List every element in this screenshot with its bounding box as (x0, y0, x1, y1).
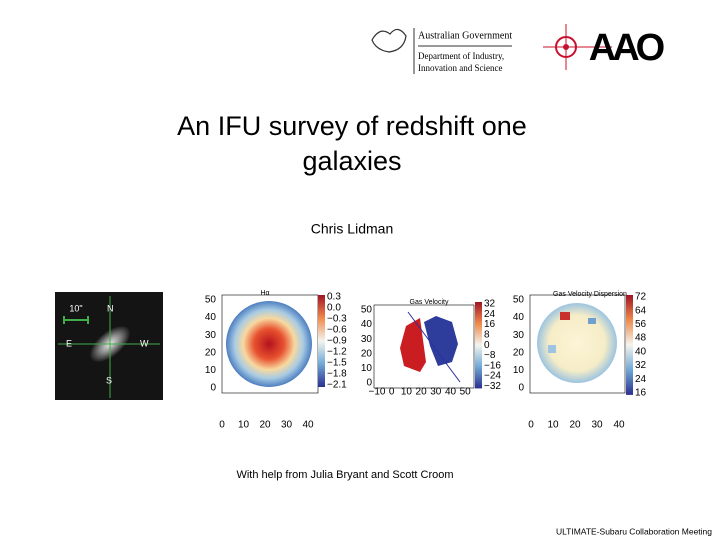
colorbar-label: −8 (484, 350, 496, 361)
gov-line: Australian Government (418, 30, 512, 41)
y-tick-label: 0 (210, 383, 216, 394)
colorbar-label: −24 (484, 371, 501, 382)
colorbar-label: 0.3 (327, 292, 341, 303)
panel-title: Hα (260, 290, 269, 297)
colorbar-label: −0.9 (327, 336, 347, 347)
gov-logo: Australian Government Department of Indu… (371, 28, 512, 74)
compass-label: S (106, 375, 112, 385)
y-tick-label: 30 (513, 330, 525, 341)
colorbar-label: −1.5 (327, 358, 347, 369)
colorbar-label: 32 (635, 360, 647, 371)
colorbar-label: −1.2 (327, 347, 347, 358)
y-tick-label: 50 (513, 295, 525, 306)
colorbar-label: 24 (484, 309, 496, 320)
x-tick-label: −10 (369, 387, 386, 398)
x-tick-label: 0 (219, 420, 225, 431)
x-tick-label: 50 (460, 387, 472, 398)
compass-label: E (66, 338, 72, 348)
x-tick-label: 20 (569, 420, 581, 431)
colorbar-label: −32 (484, 381, 501, 392)
colorbar-label: −2.1 (327, 380, 347, 391)
colorbar-label: 16 (635, 388, 647, 399)
colorbar-label: −16 (484, 360, 501, 371)
colorbar (318, 295, 325, 387)
colorbar-label: −0.3 (327, 314, 347, 325)
x-tick-label: 20 (416, 387, 428, 398)
colorbar-label: 0 (484, 340, 490, 351)
colorbar (626, 295, 633, 395)
gov-line: Innovation and Science (418, 63, 502, 73)
x-tick-label: 40 (613, 420, 625, 431)
y-tick-label: 20 (513, 347, 525, 358)
dispersion-map (529, 294, 626, 394)
x-tick-label: 0 (389, 387, 395, 398)
y-tick-label: 10 (361, 363, 373, 374)
x-tick-label: 0 (528, 420, 534, 431)
compass-label: N (107, 303, 114, 313)
credit: With help from Julia Bryant and Scott Cr… (236, 469, 453, 481)
x-tick-label: 10 (547, 420, 559, 431)
x-tick-label: 30 (591, 420, 603, 431)
scale-label: 10" (69, 303, 82, 313)
y-tick-label: 0 (518, 383, 524, 394)
x-tick-label: 10 (401, 387, 413, 398)
colorbar-label: 8 (484, 330, 490, 341)
x-tick-label: 30 (281, 420, 293, 431)
x-tick-label: 10 (238, 420, 250, 431)
compass-label: W (140, 338, 149, 348)
colorbar-label: 16 (484, 319, 496, 330)
title: An IFU survey of redshift one (177, 111, 527, 141)
colorbar-label: 64 (635, 305, 647, 316)
colorbar-label: 56 (635, 319, 647, 330)
panel-title: Gas Velocity (410, 299, 449, 306)
x-tick-label: 30 (430, 387, 442, 398)
colorbar-label: 72 (635, 292, 647, 303)
velocity-map (373, 304, 475, 389)
x-tick-label: 20 (259, 420, 271, 431)
gov-line: Department of Industry, (418, 51, 504, 61)
colorbar-label: 40 (635, 346, 647, 357)
panel-title: Gas Velocity Dispersion (553, 291, 627, 298)
y-tick-label: 20 (361, 348, 373, 359)
colorbar (475, 302, 482, 389)
footer: ULTIMATE-Subaru Collaboration Meeting (556, 526, 712, 536)
author: Chris Lidman (311, 221, 393, 237)
x-tick-label: 40 (302, 420, 314, 431)
halpha-map (221, 294, 319, 394)
title: galaxies (302, 146, 401, 176)
y-tick-label: 40 (513, 312, 525, 323)
y-tick-label: 30 (361, 334, 373, 345)
aao-logo: AAO (543, 24, 668, 70)
y-tick-label: 10 (513, 365, 525, 376)
y-tick-label: 20 (205, 347, 217, 358)
y-tick-label: 40 (205, 312, 217, 323)
colorbar-label: −0.6 (327, 325, 347, 336)
y-tick-label: 0 (366, 378, 372, 389)
galaxy-image (55, 292, 163, 400)
y-tick-label: 50 (205, 295, 217, 306)
y-tick-label: 40 (361, 319, 373, 330)
colorbar-label: 24 (635, 374, 647, 385)
y-tick-label: 50 (361, 305, 373, 316)
colorbar-label: 32 (484, 299, 496, 310)
colorbar-label: 0.0 (327, 303, 341, 314)
colorbar-label: 48 (635, 333, 647, 344)
y-tick-label: 30 (205, 330, 217, 341)
x-tick-label: 40 (445, 387, 457, 398)
y-tick-label: 10 (205, 365, 217, 376)
colorbar-label: −1.8 (327, 369, 347, 380)
aao-text: AAO (589, 27, 664, 69)
